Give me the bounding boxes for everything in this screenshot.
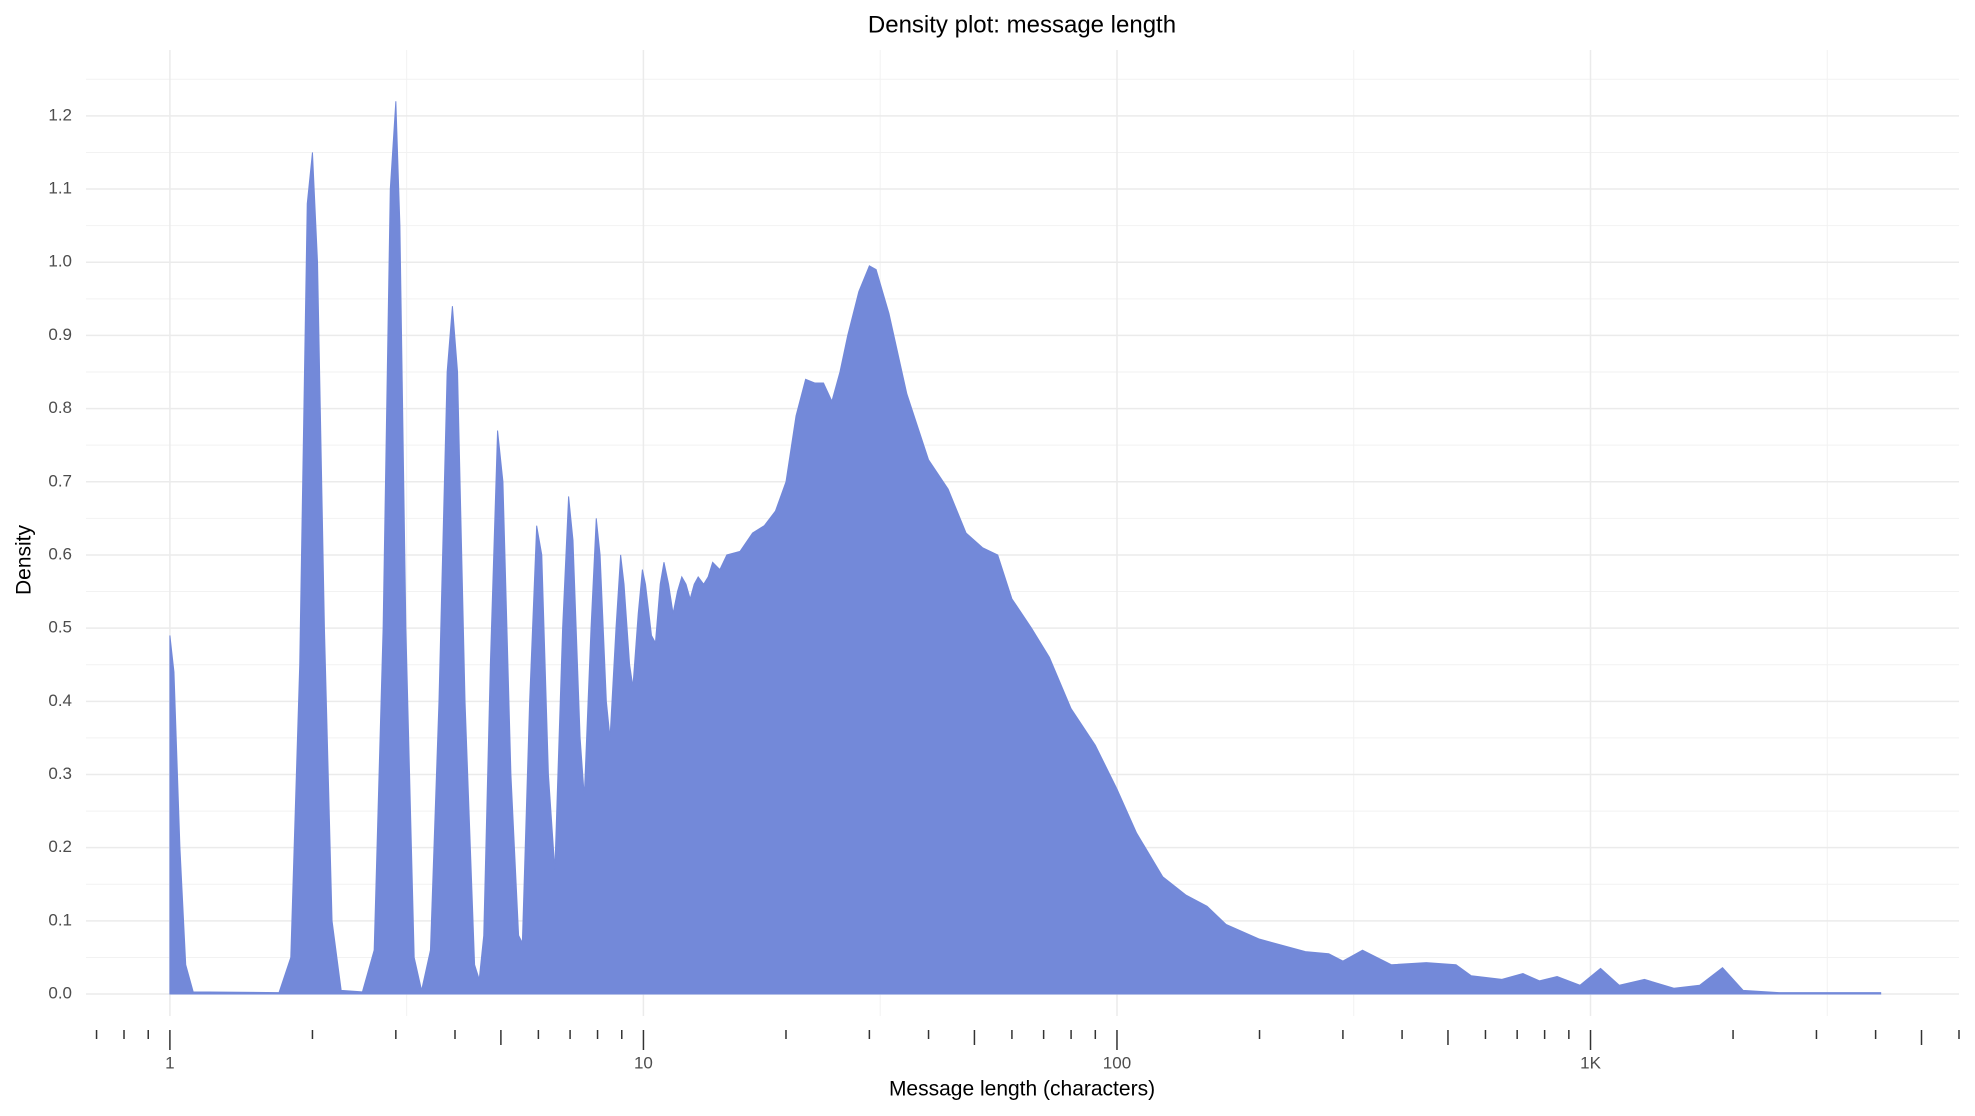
y-tick-label: 0.8	[48, 398, 72, 417]
axes: 0.0 0.1 0.2 0.3 0.4 0.5 0.6 0.7 0.8 0.9 1.0 1.1 1.2 1…	[48, 105, 1960, 1072]
y-tick-label: 0.6	[48, 544, 72, 563]
y-tick-label: 0.3	[48, 764, 72, 783]
density-area	[169, 101, 1882, 995]
y-tick-label: 1.2	[48, 105, 72, 124]
x-axis-title: Message length (characters)	[889, 1078, 1155, 1101]
y-tick-label: 0.7	[48, 471, 72, 490]
y-tick-label: 0.4	[48, 691, 72, 710]
x-tick-label: 10	[634, 1053, 653, 1072]
marks	[169, 101, 1882, 995]
y-tick-label: 0.0	[48, 984, 72, 1003]
y-axis-title: Density	[13, 524, 36, 595]
y-tick-label: 1.1	[48, 179, 72, 198]
x-tick-label: 100	[1103, 1053, 1131, 1072]
y-tick-label: 0.1	[48, 910, 72, 929]
x-tick-label: 1	[165, 1053, 174, 1072]
y-tick-label: 0.5	[48, 618, 72, 637]
y-tick-label: 1.0	[48, 252, 72, 271]
chart-title: Density plot: message length	[868, 11, 1176, 38]
y-tick-label: 0.9	[48, 325, 72, 344]
y-tick-label: 0.2	[48, 837, 72, 856]
x-tick-label: 1K	[1580, 1053, 1601, 1072]
